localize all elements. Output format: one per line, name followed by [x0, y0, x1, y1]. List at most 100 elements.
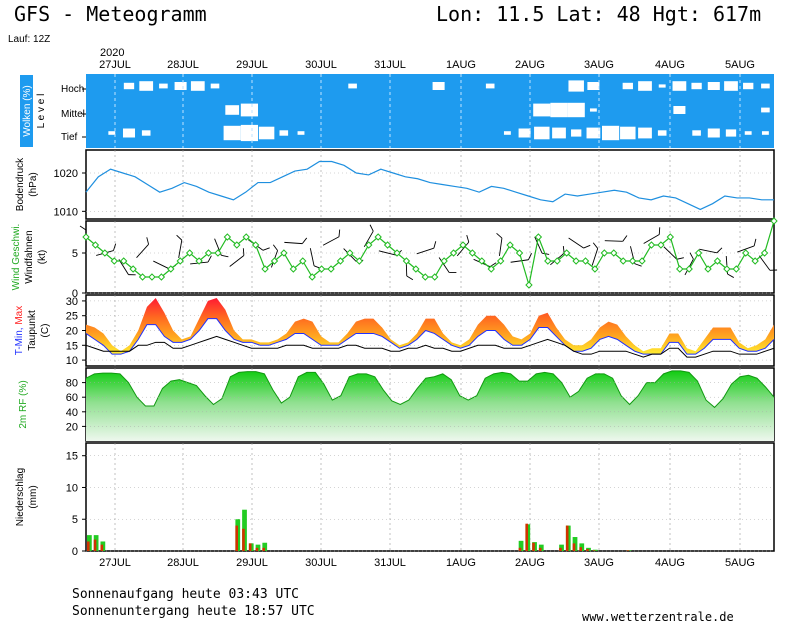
wind-barb-staff [178, 240, 183, 258]
wind-speed-point [270, 257, 279, 265]
cloud-cover-cell [761, 83, 770, 89]
wind-barb-flag [128, 274, 136, 276]
sunset-text: Sonnenuntergang heute 18:57 UTC [72, 604, 315, 619]
top-day-label: 30JUL [305, 59, 337, 71]
y-tick-label: 5 [72, 248, 78, 260]
cloud-cover-cell [571, 129, 582, 137]
page-title: GFS - Meteogramm [14, 2, 207, 26]
wind-speed-point [647, 241, 656, 249]
wind-barb-flag [622, 235, 628, 242]
wind-barb-flag [242, 248, 245, 256]
bottom-day-label: 31JUL [374, 557, 406, 569]
cloud-cover-cell [141, 130, 151, 136]
temperature-unit: (C) [40, 324, 51, 338]
wind-barb-flag [221, 254, 229, 258]
cloud-cover-cell [223, 125, 241, 141]
cloud-cover-cell [589, 108, 597, 112]
wind-barb-flag [301, 237, 308, 244]
y-tick-label: 20 [66, 421, 78, 433]
wind-barb [699, 247, 723, 254]
y-tick-label: 10 [66, 355, 78, 367]
wind-barb-flag [262, 247, 270, 251]
precip-convective-bar [248, 543, 252, 551]
temperature-ylabel-line1: T-Min, Max [14, 306, 25, 355]
cloud-cover-cell [503, 131, 511, 135]
wind-speed-point [732, 265, 741, 273]
wind-barb [591, 242, 599, 266]
wind-barb-flag [592, 242, 599, 249]
bottom-day-label: 29JUL [236, 557, 268, 569]
wind-barb-staff [663, 246, 678, 260]
wind-barb-staff [534, 236, 543, 254]
top-day-label: 3AUG [584, 59, 614, 71]
y-tick-label: 25 [66, 311, 78, 323]
wind-barb-flag [496, 232, 503, 239]
y-tick-label: 15 [66, 340, 78, 352]
cloud-cover-cell [210, 83, 220, 89]
wind-barb-staff [136, 244, 149, 258]
wind-speed-point [666, 233, 675, 241]
wind-barb [416, 241, 437, 255]
wind-barb-staff [153, 260, 170, 270]
cloud-cover-cell [602, 125, 620, 141]
wind-speed-point [600, 249, 609, 257]
precip-convective-bar [242, 528, 245, 551]
wind-speed-point [506, 241, 514, 249]
bottom-day-label: 28JUL [167, 557, 199, 569]
cloud-cover-cell [550, 102, 568, 118]
wind-barb-flag [689, 252, 694, 260]
bottom-day-label: 2AUG [515, 557, 545, 569]
wind-speed-point [431, 273, 439, 281]
wind-barb [229, 248, 245, 267]
wind-speed-point [685, 265, 693, 273]
cloud-panel-bg [86, 74, 774, 148]
panel-ylabel-line: 2m RF (%) [18, 380, 29, 428]
wind-speed-point [393, 249, 401, 257]
wind-barb [118, 259, 136, 276]
tmax-label: Max [14, 306, 25, 325]
cloud-cover-cell [279, 130, 289, 136]
wind-speed-point [185, 249, 194, 257]
wind-speed-point [562, 249, 571, 257]
panel-ylabel-line: Windfahnen [24, 230, 35, 283]
wind-barb-flag [146, 237, 150, 245]
cloud-cover-cell [691, 82, 702, 90]
wind-speed-point [204, 249, 213, 257]
cloud-cover-cell [657, 130, 667, 136]
wind-speed-point [723, 265, 731, 273]
wind-barb [510, 253, 532, 263]
cloud-cover-cell [518, 128, 531, 138]
wind-speed-point [553, 257, 561, 265]
cloud-cover-cell [258, 126, 275, 140]
wind-barb-staff [438, 257, 450, 273]
cloud-cover-cell [485, 83, 495, 89]
top-day-label: 31JUL [374, 59, 406, 71]
wind-speed-point [713, 257, 722, 265]
cloud-cover-cell [587, 82, 600, 90]
wind-barb-flag [369, 224, 374, 232]
wind-speed-point [365, 241, 373, 249]
panel-ylabel-line: (mm) [28, 485, 39, 508]
cloud-cover-cell [568, 80, 584, 92]
wind-speed-point [525, 281, 533, 289]
wind-barb [684, 252, 694, 276]
wind-barb-staff [378, 250, 397, 256]
wind-speed-point [694, 249, 703, 257]
tmin-label: T-Min, [14, 325, 25, 356]
y-tick-label: 0 [72, 546, 78, 558]
panel-ylabel-line: Niederschlag [15, 468, 26, 526]
wind-barb-flag [207, 255, 212, 263]
wind-barb-staff [229, 255, 245, 267]
bottom-day-label: 27JUL [99, 557, 131, 569]
cloud-cover-cell [552, 127, 566, 139]
precip-convective-bar [87, 541, 90, 551]
wind-speed-point [628, 257, 637, 265]
pressure-panel-frame [85, 149, 775, 220]
wind-barb-staff [643, 234, 660, 244]
cloud-cover-cell [761, 131, 769, 135]
wind-barb-staff [456, 241, 470, 257]
cloud-cover-cell [743, 82, 754, 90]
wind-speed-point [544, 257, 552, 265]
wind-barb [758, 255, 778, 271]
wind-speed-point [478, 257, 486, 265]
